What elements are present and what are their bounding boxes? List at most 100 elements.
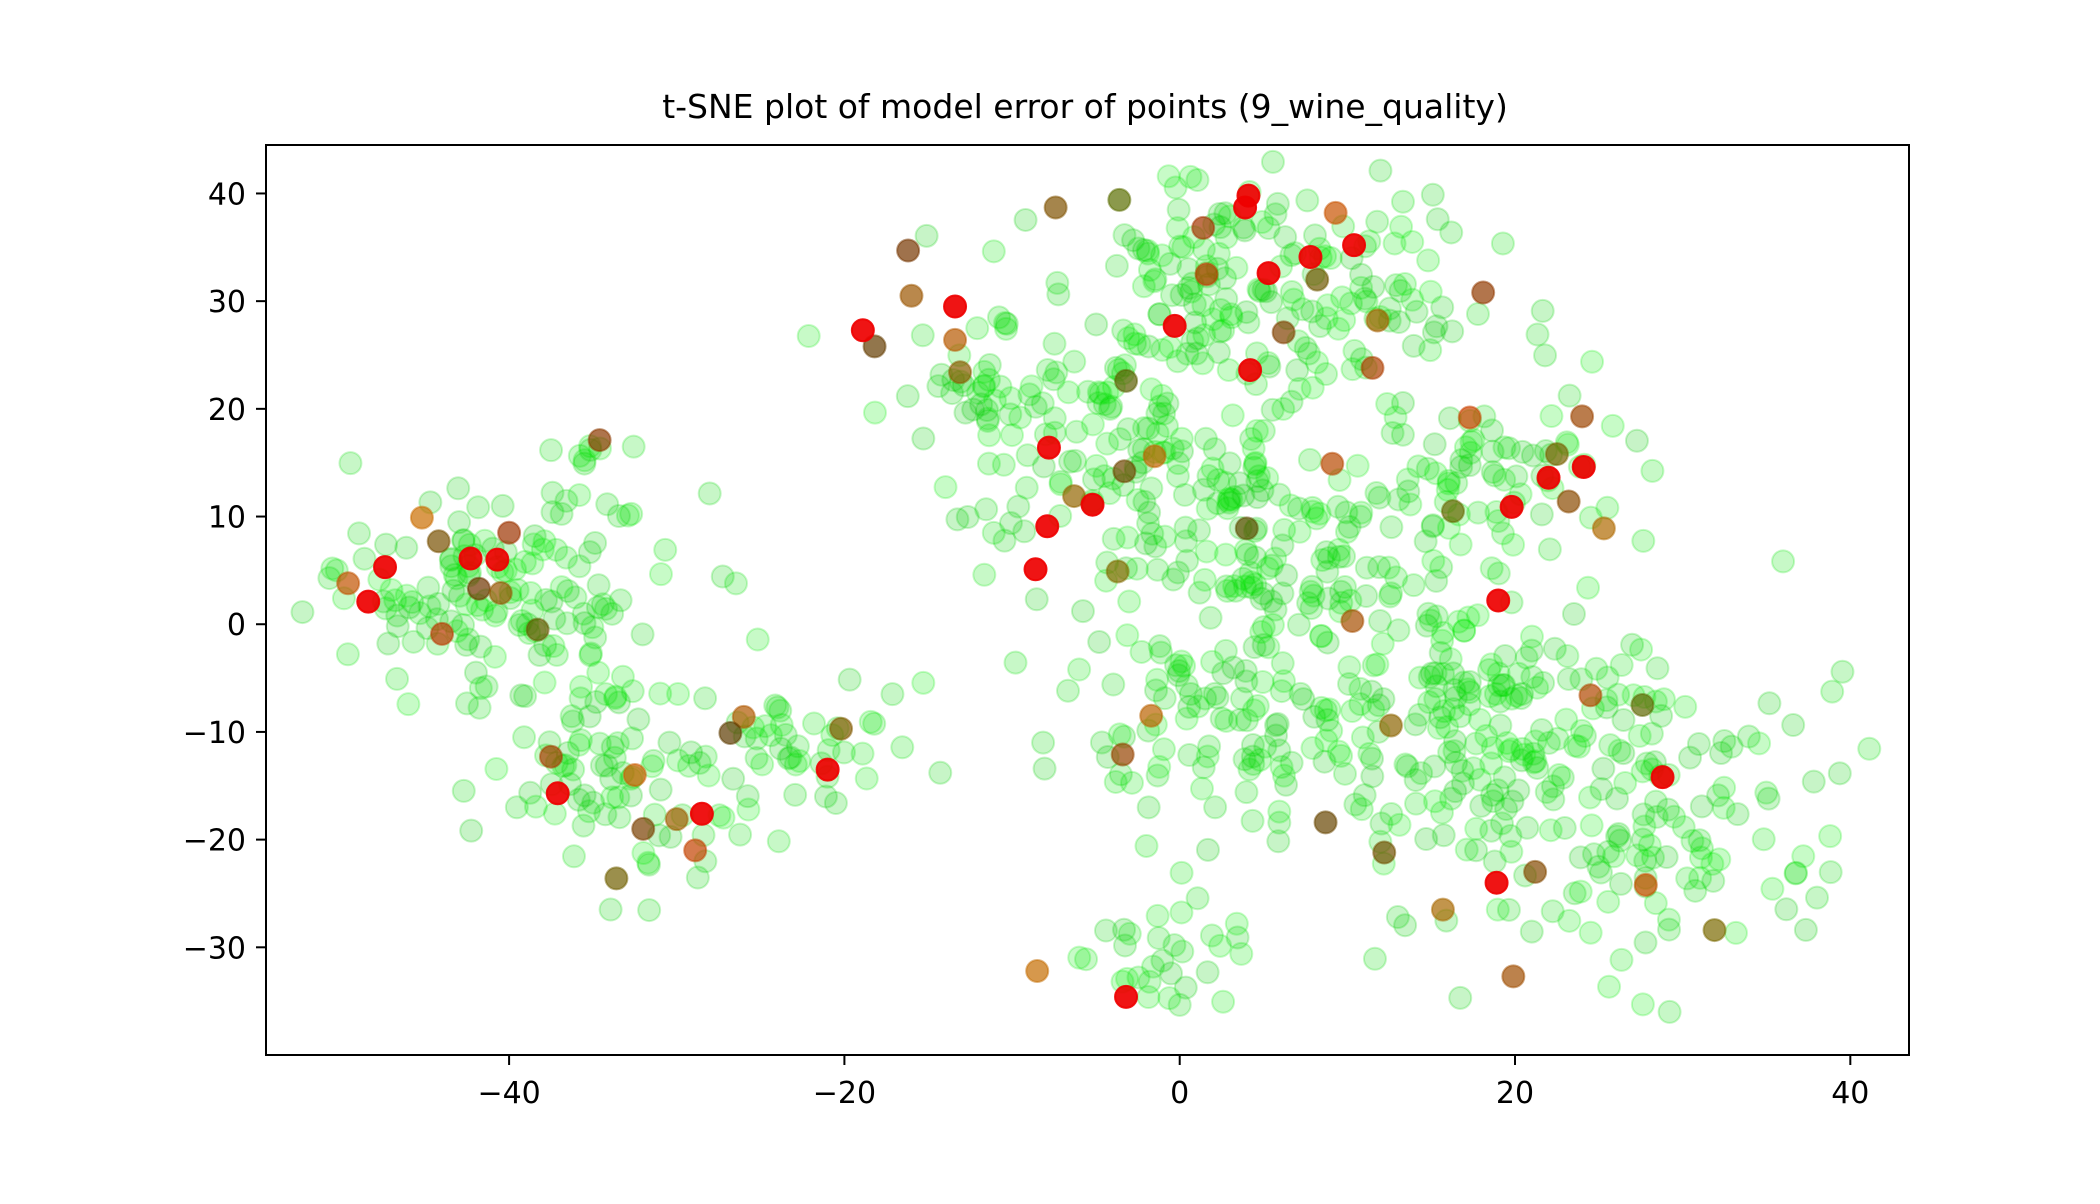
data-point-low-error [1264,713,1289,738]
data-point-low-error [534,587,559,612]
data-point-mid-error [1457,405,1482,430]
data-point-low-error [1784,860,1809,885]
data-point-low-error [1594,695,1619,720]
data-point-low-error [648,681,673,706]
data-point-low-error [1442,677,1467,702]
data-point-low-error [1146,926,1171,951]
data-point-low-error [1805,885,1830,910]
data-point-low-error [1492,435,1517,460]
data-point-low-error [768,698,793,723]
data-point-low-error [1329,590,1354,615]
y-tick-label: 10 [208,501,246,536]
data-point-high-error [815,757,840,782]
data-point-low-error [555,579,580,604]
data-point-low-error [1217,490,1242,515]
data-point-low-error [1415,456,1440,481]
data-point-low-error [1332,761,1357,786]
data-point-low-error [522,524,547,549]
data-point-low-error [1645,656,1670,681]
data-point-low-error [1272,763,1297,788]
data-point-low-error [1111,318,1136,343]
data-point-low-error [763,693,788,718]
data-point-low-error [1376,555,1401,580]
data-point-low-error [1239,570,1264,595]
data-point-low-error [1195,837,1220,862]
data-point-low-error [594,596,619,621]
data-point-low-error [578,643,603,668]
data-point-low-error [1326,739,1351,764]
data-point-low-error [1707,847,1732,872]
data-point-low-error [1480,418,1505,443]
data-point-low-error [1253,734,1278,759]
data-point-low-error [567,483,592,508]
data-point-low-error [1271,396,1296,421]
data-point-low-error [1256,635,1281,660]
data-point-low-error [1142,269,1167,294]
data-point-low-error [1680,828,1705,853]
data-point-low-error [1286,496,1311,521]
data-point-low-error [1725,802,1750,827]
data-point-low-error [1448,985,1473,1010]
data-point-low-error [1173,529,1198,554]
data-point-mid-error [943,327,968,352]
data-point-mid-error [1139,703,1164,728]
data-point-low-error [1500,789,1525,814]
data-point-low-error [1818,824,1843,849]
data-point-high-error [1499,494,1524,519]
data-point-low-error [1243,452,1268,477]
data-point-low-error [1301,583,1326,608]
data-point-low-error [1613,771,1638,796]
data-point-low-error [620,679,645,704]
data-point-low-error [1176,275,1201,300]
data-point-low-error [1234,669,1259,694]
data-point-low-error [933,475,958,500]
data-point-low-error [1246,464,1271,489]
data-point-mid-error [1556,489,1581,514]
data-point-low-error [1087,629,1112,654]
data-point-low-error [1525,675,1550,700]
data-point-low-error [1145,557,1170,582]
data-point-low-error [1337,671,1362,696]
data-point-low-error [1641,845,1666,870]
data-point-low-error [1132,489,1157,514]
data-point-low-error [1389,214,1414,239]
data-point-low-error [1227,707,1252,732]
data-point-low-error [1288,681,1313,706]
data-point-low-error [416,575,441,600]
data-point-low-error [467,695,492,720]
data-point-low-error [1251,633,1276,658]
data-point-low-error [626,707,651,732]
data-point-low-error [407,601,432,626]
data-point-low-error [1222,574,1247,599]
data-point-low-error [1314,306,1339,331]
data-point-low-error [1501,532,1526,557]
data-point-low-error [1145,421,1170,446]
data-point-low-error [1270,533,1295,558]
data-point-low-error [1380,420,1405,445]
data-point-low-error [710,564,735,589]
data-point-mid-error [1633,872,1658,897]
data-point-low-error [1407,702,1432,727]
data-point-low-error [1240,575,1265,600]
data-point-low-error [621,434,646,459]
data-point-low-error [523,794,548,819]
data-point-low-error [572,611,597,636]
data-point-low-error [1017,382,1042,407]
data-point-low-error [1300,574,1325,599]
data-point-low-error [750,752,775,777]
data-point-low-error [648,562,673,587]
data-point-low-error [711,805,736,830]
data-point-low-error [1244,418,1269,443]
data-point-low-error [397,595,422,620]
data-point-low-error [1401,573,1426,598]
data-point-low-error [1450,758,1475,783]
data-point-low-error [567,443,592,468]
data-point-low-error [1435,715,1460,740]
data-point-low-error [1598,733,1623,758]
data-point-low-error [1136,985,1161,1010]
data-point-low-error [1260,397,1285,422]
data-point-low-error [992,528,1017,553]
x-axis: −40 −20 0 20 40 [477,1055,1869,1111]
data-point-low-error [1591,756,1616,781]
data-point-low-error [1404,791,1429,816]
